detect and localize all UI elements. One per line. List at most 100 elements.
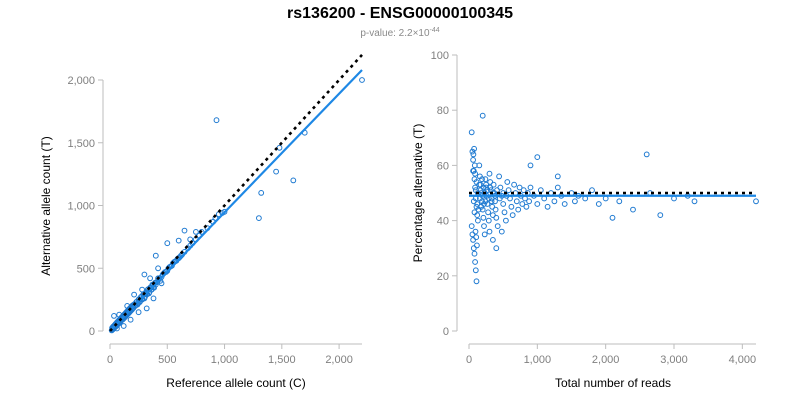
right-data-point <box>501 209 508 216</box>
right-y-tick-label: 60 <box>437 160 449 172</box>
right-data-point <box>485 209 492 216</box>
left-data-point <box>256 215 262 222</box>
left-x-tick-label: 1,000 <box>211 354 239 366</box>
left-data-point <box>181 227 188 234</box>
right-data-point <box>503 217 509 224</box>
right-y-tick-label: 40 <box>437 216 449 228</box>
right-data-point <box>609 214 616 221</box>
right-x-tick-label: 4,000 <box>729 354 757 366</box>
right-data-point <box>572 198 578 205</box>
right-data-point <box>476 181 483 188</box>
right-data-point <box>496 173 503 180</box>
right-data-point <box>468 223 475 230</box>
right-data-point <box>473 234 480 241</box>
right-data-point <box>472 228 479 235</box>
right-data-point <box>643 151 650 158</box>
right-data-point <box>474 201 481 207</box>
right-data-point <box>691 198 698 205</box>
right-data-point <box>470 157 477 163</box>
subtitle-base: p-value: 2.2×10 <box>360 28 430 39</box>
right-data-point <box>509 212 516 219</box>
left-data-point <box>175 237 182 244</box>
right-data-point <box>511 181 517 188</box>
right-data-point <box>551 198 558 205</box>
right-data-point <box>471 145 478 152</box>
left-data-point <box>193 229 199 235</box>
right-data-point <box>486 170 493 177</box>
right-data-point <box>479 176 485 183</box>
right-data-point <box>516 184 523 191</box>
right-data-point <box>595 201 602 207</box>
right-data-point <box>472 170 479 177</box>
right-data-point <box>474 242 480 249</box>
left-y-tick-label: 2,000 <box>67 75 95 87</box>
left-data-point <box>111 313 117 319</box>
right-data-point <box>487 184 494 191</box>
left-data-point <box>359 77 365 83</box>
left-data-point <box>127 316 134 323</box>
left-y-tick-label: 500 <box>77 263 95 275</box>
right-data-point <box>471 209 478 216</box>
right-data-point <box>479 206 486 213</box>
left-fit-line <box>109 69 363 332</box>
right-data-point <box>479 112 486 119</box>
right-data-point <box>534 201 541 207</box>
left-data-point <box>155 265 162 272</box>
right-x-tick-label: 0 <box>466 354 472 366</box>
left-x-axis-label: Reference allele count (C) <box>166 376 305 390</box>
right-y-ticks: 0 20 40 60 80 100 <box>431 50 457 338</box>
right-data-point <box>494 223 501 230</box>
right-data-point <box>498 228 505 235</box>
right-data-point <box>488 198 495 205</box>
right-data-point <box>520 187 527 194</box>
right-data-point <box>513 198 520 205</box>
right-data-point <box>471 162 478 169</box>
right-data-point <box>475 217 481 224</box>
right-x-tick-label: 2,000 <box>592 354 620 366</box>
right-data-point <box>505 187 512 194</box>
right-data-point <box>544 203 551 210</box>
right-x-tick-label: 3,000 <box>660 354 688 366</box>
left-data-point <box>152 252 159 259</box>
right-data-point <box>470 237 477 243</box>
right-data-point <box>470 151 477 158</box>
left-y-ticks: 0 500 1,000 1,500 2,000 <box>67 75 103 338</box>
right-data-point <box>483 184 490 191</box>
left-points <box>108 77 365 334</box>
left-data-point <box>141 271 148 278</box>
left-data-point <box>213 117 220 124</box>
right-data-point <box>753 198 759 205</box>
right-data-point <box>492 198 498 205</box>
right-y-axis-label: Percentage alternative (T) <box>411 124 425 263</box>
right-data-point <box>616 198 623 205</box>
right-data-point <box>515 206 522 213</box>
right-data-point <box>490 181 497 188</box>
right-data-point <box>485 217 492 224</box>
right-data-point <box>489 203 496 210</box>
right-data-point <box>481 223 487 230</box>
right-data-point <box>500 201 507 207</box>
right-data-point <box>482 176 489 183</box>
left-data-point <box>135 309 142 316</box>
right-data-point <box>483 181 490 188</box>
left-data-point <box>147 275 154 282</box>
right-data-point <box>523 203 530 210</box>
left-data-point <box>150 295 157 302</box>
right-data-point <box>473 278 480 285</box>
right-y-tick-label: 80 <box>437 105 449 117</box>
right-data-point <box>508 203 515 210</box>
left-x-tick-label: 500 <box>158 354 176 366</box>
right-data-point <box>630 206 636 213</box>
right-data-point <box>561 201 568 207</box>
right-data-point <box>490 237 496 243</box>
right-data-point <box>480 214 487 221</box>
figure-title: rs136200 - ENSG00000100345 <box>287 5 513 22</box>
scatter-panel-right: 0 20 40 60 80 100 0 1,000 2,000 3,000 4,000 Total… <box>411 50 759 390</box>
left-reference-line <box>109 54 363 332</box>
right-data-point <box>493 214 500 221</box>
right-data-point <box>474 212 481 219</box>
right-data-point <box>486 228 493 235</box>
left-y-axis-label: Alternative allele count (T) <box>39 136 53 275</box>
left-y-tick-label: 0 <box>89 326 95 338</box>
left-x-ticks: 0 500 1,000 1,500 2,000 <box>107 344 353 366</box>
